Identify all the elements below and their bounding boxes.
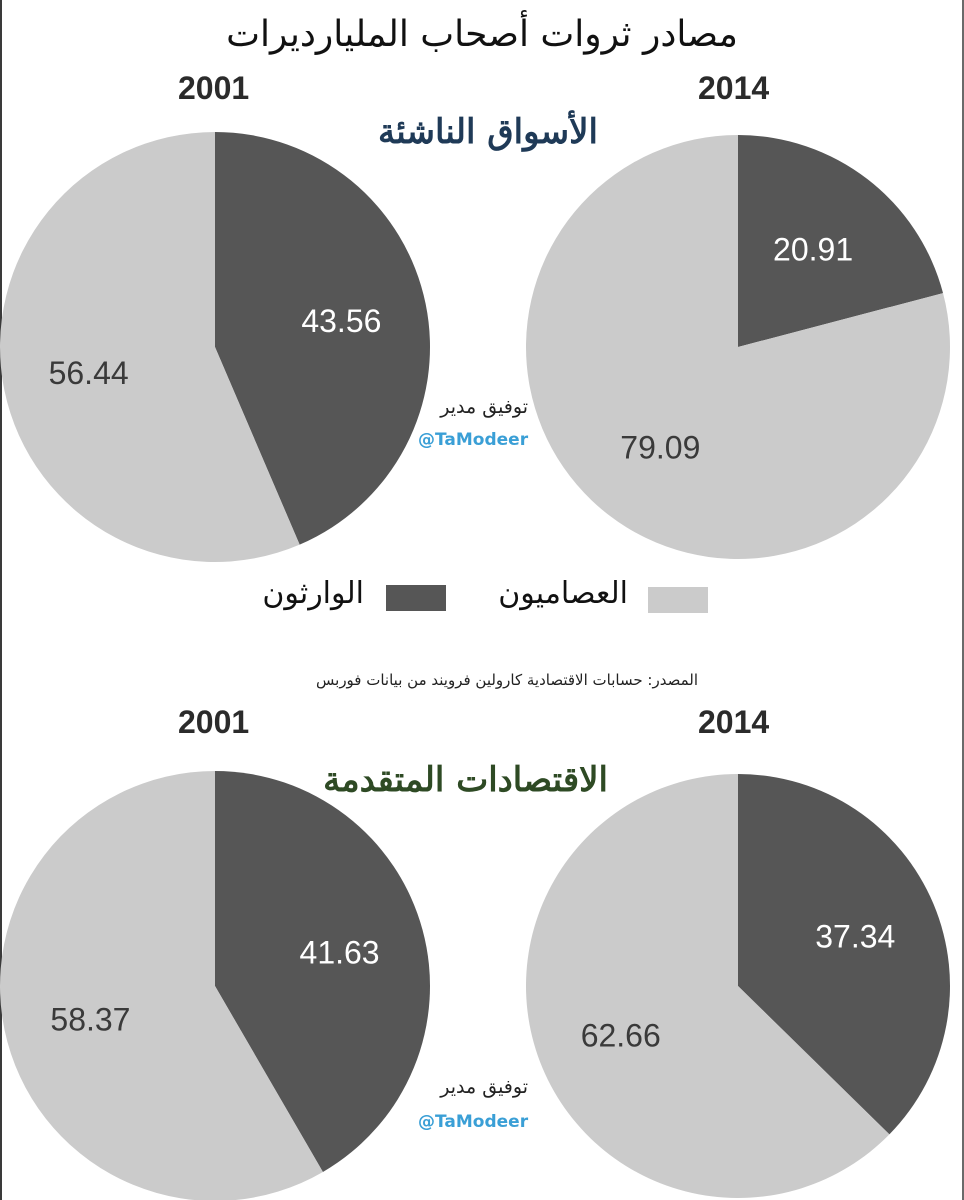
chart-main-title: مصادر ثروات أصحاب المليارديرات [226, 14, 738, 55]
pie-value-label-emerging-2001-heirs: 43.56 [301, 303, 381, 339]
credit-handle-bottom: @TaModeer [418, 1112, 529, 1132]
pie-slice-emerging-2001-heirs [215, 132, 431, 545]
pie-value-label-emerging-2014-self-made: 79.09 [620, 430, 700, 466]
pie-slice-advanced-2001-heirs [215, 771, 431, 1172]
pie-value-label-emerging-2014-heirs: 20.91 [773, 232, 853, 268]
credit-name-top: توفيق مدير [440, 396, 528, 418]
pie-title-emerging-2014: 2014 [698, 70, 770, 106]
pie-value-label-advanced-2014-heirs: 37.34 [815, 919, 895, 955]
left-border [0, 0, 2, 1200]
pie-slice-emerging-2014-self-made [526, 135, 950, 559]
section-title-advanced: الاقتصادات المتقدمة [323, 760, 608, 800]
pie-slice-emerging-2001-self-made [0, 132, 300, 562]
pie-title-emerging-2001: 2001 [178, 70, 250, 106]
legend-label-heirs: الوارثون [262, 576, 364, 611]
pie-title-advanced-2001: 2001 [178, 704, 250, 740]
pie-value-label-advanced-2014-self-made: 62.66 [581, 1017, 661, 1053]
legend-swatch-heirs [386, 585, 446, 611]
pie-value-label-emerging-2001-self-made: 56.44 [49, 355, 129, 391]
right-border [962, 0, 964, 1200]
pie-slice-emerging-2014-heirs [738, 135, 944, 347]
pie-value-label-advanced-2001-self-made: 58.37 [50, 1002, 130, 1038]
credit-name-bottom: توفيق مدير [440, 1076, 528, 1098]
legend-swatch-self-made [648, 587, 708, 613]
credit-handle-top: @TaModeer [418, 430, 529, 450]
legend-label-self-made: العصاميون [498, 576, 628, 611]
pie-title-advanced-2014: 2014 [698, 704, 770, 740]
pie-slice-advanced-2014-heirs [738, 774, 951, 1135]
source-note: المصدر: حسابات الاقتصادية كارولين فرويند… [316, 671, 698, 689]
section-title-emerging: الأسواق الناشئة [378, 112, 598, 152]
pie-slice-advanced-2001-self-made [0, 771, 323, 1200]
pie-value-label-advanced-2001-heirs: 41.63 [300, 934, 380, 970]
pie-slice-advanced-2014-self-made [526, 774, 890, 1198]
